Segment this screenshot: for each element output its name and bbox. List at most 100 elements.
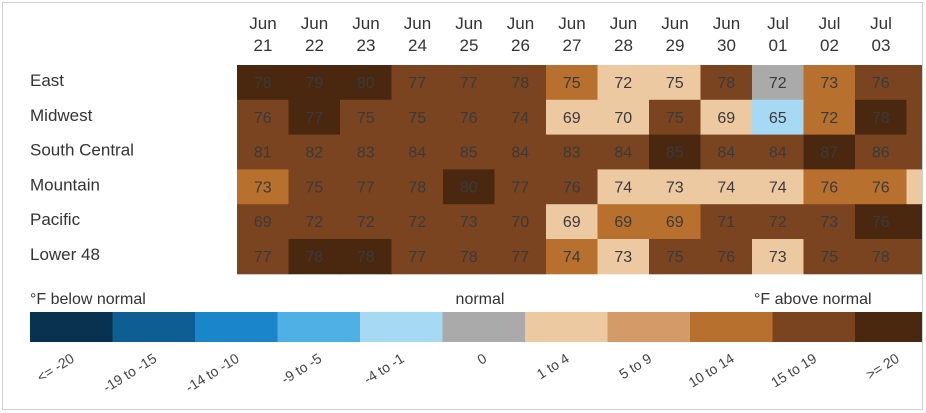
cell-value: 72 <box>408 214 426 231</box>
cell-value: 72 <box>357 214 375 231</box>
cell-value: 74 <box>614 179 632 196</box>
heatmap-cell <box>546 169 598 205</box>
heatmap-cell <box>855 239 907 275</box>
cell-value: 75 <box>357 110 375 127</box>
cell-value: 65 <box>769 110 787 127</box>
heatmap-cell <box>649 134 701 170</box>
heatmap-cell <box>597 239 650 275</box>
legend-bin-label: 10 to 14 <box>685 350 737 390</box>
legend-swatch <box>525 312 608 342</box>
heatmap-cell <box>288 99 341 136</box>
cell-value: 73 <box>666 179 684 196</box>
cell-value: 78 <box>872 249 890 266</box>
heatmap-cell <box>443 169 495 205</box>
heatmap-cell <box>494 99 547 136</box>
heatmap-cell <box>752 204 804 240</box>
cell-value: 75 <box>408 110 426 127</box>
date-month-label: Jul <box>819 14 841 33</box>
heatmap-cell <box>288 239 341 275</box>
legend-swatch <box>690 312 773 342</box>
cell-value: 78 <box>357 249 375 266</box>
heatmap-cell <box>649 204 701 240</box>
heatmap-cell <box>752 99 804 136</box>
cell-value: 74 <box>563 249 581 266</box>
heatmap-cell <box>855 65 907 101</box>
heatmap-cell <box>906 99 922 136</box>
heatmap-cell <box>237 65 289 101</box>
cell-value: 84 <box>511 145 529 162</box>
heatmap-cell <box>855 204 907 240</box>
date-month-label: Jun <box>713 14 740 33</box>
legend-swatch <box>360 312 443 342</box>
legend-bin-label: 15 to 19 <box>768 350 820 390</box>
date-day-label: 22 <box>305 36 324 55</box>
heatmap-cell <box>597 134 650 170</box>
heatmap-cell <box>546 239 598 275</box>
cell-value: 80 <box>357 75 375 92</box>
heatmap-cell <box>237 169 289 205</box>
legend-normal-label: normal <box>456 291 505 308</box>
heatmap-cell <box>340 65 392 101</box>
date-month-label: Jul <box>870 14 892 33</box>
region-label: Lower 48 <box>30 245 100 264</box>
date-month-label: Jun <box>661 14 688 33</box>
date-month-label: Jun <box>249 14 276 33</box>
heatmap-cell <box>700 65 753 101</box>
cell-value: 76 <box>872 214 890 231</box>
heatmap-cell <box>340 204 392 240</box>
date-day-label: 25 <box>460 36 479 55</box>
cell-value: 85 <box>460 145 478 162</box>
legend-swatch <box>772 312 856 342</box>
cell-value: 77 <box>511 179 529 196</box>
cell-value: 82 <box>305 145 323 162</box>
cell-value: 74 <box>511 110 529 127</box>
cell-value: 69 <box>254 214 272 231</box>
heatmap-cell <box>906 239 922 275</box>
heatmap-cell <box>700 204 753 240</box>
legend-bin-label: -14 to -10 <box>183 350 242 395</box>
cell-value: 78 <box>717 75 735 92</box>
cell-value: 70 <box>614 110 632 127</box>
cell-value: 85 <box>666 145 684 162</box>
cell-value: 84 <box>614 145 632 162</box>
heatmap-cell <box>803 169 856 205</box>
cell-value: 77 <box>460 75 478 92</box>
legend-bin-label: <= -20 <box>34 350 77 385</box>
heatmap-cell <box>906 134 922 170</box>
heatmap-cell <box>649 99 701 136</box>
cell-value: 81 <box>254 145 272 162</box>
region-label: Midwest <box>30 106 93 125</box>
heatmap-cell <box>649 239 701 275</box>
cell-value: 78 <box>511 75 529 92</box>
cell-value: 71 <box>717 214 735 231</box>
heatmap-cell <box>906 204 922 240</box>
date-month-label: Jun <box>352 14 379 33</box>
cell-value: 74 <box>717 179 735 196</box>
heatmap-cell <box>700 99 753 136</box>
cell-value: 75 <box>563 75 581 92</box>
heatmap-cell <box>803 134 856 170</box>
cell-value: 80 <box>460 179 478 196</box>
heatmap-cell <box>340 134 392 170</box>
cell-value: 78 <box>460 249 478 266</box>
date-month-label: Jun <box>558 14 585 33</box>
legend-swatch <box>30 312 113 342</box>
region-label: South Central <box>30 141 134 160</box>
heatmap-cell <box>237 239 289 275</box>
cell-value: 73 <box>820 214 838 231</box>
heatmap-cell <box>340 239 392 275</box>
cell-value: 76 <box>563 179 581 196</box>
legend-above-label: °F above normal <box>754 291 872 308</box>
cell-value: 79 <box>305 75 323 92</box>
date-month-label: Jun <box>301 14 328 33</box>
cell-value: 76 <box>460 110 478 127</box>
cell-value: 83 <box>563 145 581 162</box>
heatmap-cell <box>443 204 495 240</box>
heatmap-cell <box>443 65 495 101</box>
heatmap-cell <box>443 134 495 170</box>
heatmap-cell <box>237 204 289 240</box>
legend-swatch <box>277 312 361 342</box>
cell-value: 77 <box>305 110 323 127</box>
heatmap-cell <box>803 99 856 136</box>
cell-value: 73 <box>614 249 632 266</box>
